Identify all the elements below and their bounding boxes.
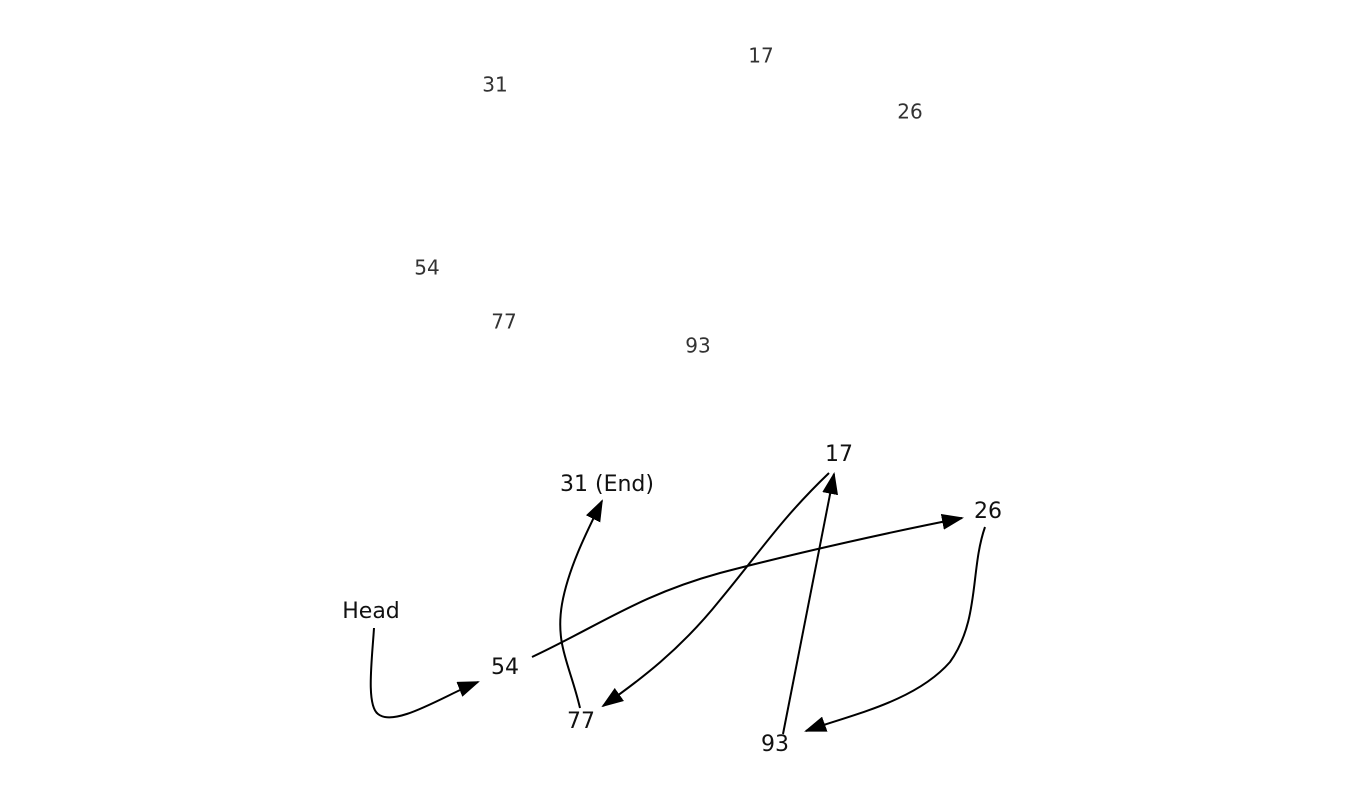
node-26: 26 [974,499,1002,524]
node-93: 93 [761,732,789,757]
linked-list-edges [369,472,986,735]
node-77: 77 [567,709,595,734]
scattered-numbers-group: 17 31 26 54 77 93 [414,44,922,358]
node-54: 54 [491,655,519,680]
edge-17-to-77 [601,472,830,708]
node-head: Head [342,599,400,624]
scattered-number-77: 77 [491,310,516,334]
edge-77-to-31 [559,499,603,709]
scattered-number-54: 54 [414,256,439,280]
node-31-end: 31 (End) [560,472,654,497]
scattered-number-26: 26 [897,100,922,124]
linked-list-nodes: Head 54 26 93 17 77 31 (End) [342,442,1002,757]
edge-26-to-93 [804,526,986,732]
scattered-number-31: 31 [482,73,507,97]
scattered-number-17: 17 [748,44,773,68]
scattered-number-93: 93 [685,334,710,358]
edge-93-to-17 [782,472,839,735]
edge-54-to-26 [531,513,964,658]
node-17: 17 [825,442,853,467]
edge-head-to-54 [369,627,480,719]
